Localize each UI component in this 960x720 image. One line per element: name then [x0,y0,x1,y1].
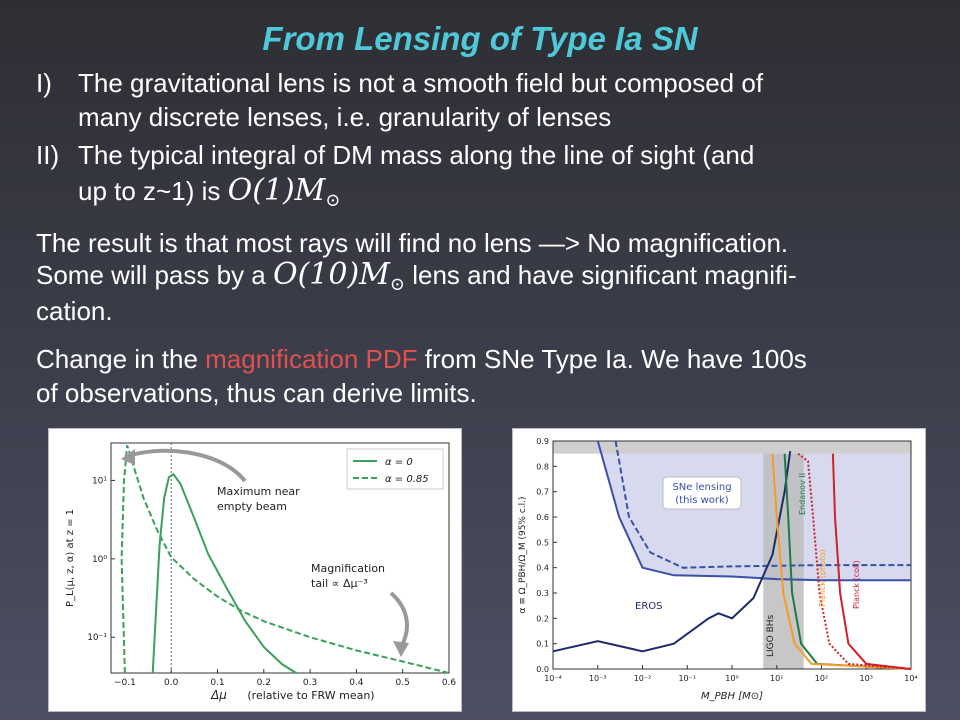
eros-label: EROS [635,601,663,612]
item2-line2: up to z~1) is O(1)M⊙ [78,174,341,218]
sne-label-box [662,476,742,510]
x-tick-label: 10⁰ [725,674,738,683]
item1-line1: The gravitational lens is not a smooth f… [78,68,764,98]
annotation-tail-line2: tail ∝ Δμ⁻³ [311,577,368,590]
annotation-arrow-empty-beam [124,448,247,483]
para1-line2-pre: Some will pass by a [36,260,266,290]
limit-curve-6 [797,452,912,670]
item1-line2: many discrete lenses, i.e. granularity o… [78,102,612,132]
y-tick-label: 0.9 [536,437,549,446]
para2-highlight: magnification PDF [205,344,418,374]
x-axis-label: M_PBH [M⊙] [701,691,763,702]
item2-line1: The typical integral of DM mass along th… [78,140,755,170]
x-tick-label: 0.5 [396,678,410,688]
para2-line1-post: from SNe Type Ia. We have 100s [424,344,807,374]
plot-frame [110,442,450,674]
sne-label: SNe lensing [672,482,731,493]
item2-line2-math: O(1)M⊙ [227,173,341,212]
x-tick-label: 0.3 [303,678,317,688]
sne-excluded-region [597,441,911,581]
top-excluded-band [553,441,911,454]
annotation-arrow-tail [389,591,409,648]
legend-label-alpha085: α = 0.85 [385,474,429,485]
para1-line3: cation. [36,296,113,326]
limit-curve-2 [552,450,792,653]
para2-line1-pre: Change in the [36,344,198,374]
planck-photo-label: Planck (photo) [818,549,827,607]
legend-box [346,448,444,490]
pbh-limits-chart-panel: 0.0 0.1 0.2 0.3 0.4 0.5 0.6 0.7 0.8 0.9 10⁻⁴ 10⁻³ 10… [512,428,926,712]
sne-sublabel: (this work) [675,495,729,506]
x-tick-label: 0.1 [210,678,224,688]
y-tick-label: 0.5 [536,538,549,547]
y-tick-label: 0.2 [536,614,549,623]
series-line-1 [120,445,450,674]
para1-line2-post: lens and have significant magnifi- [412,260,797,290]
slide-title: From Lensing of Type Ia SN [262,20,698,57]
x-tick-label: 10⁻³ [589,674,607,683]
item2-line2-text: up to z~1) is [78,176,221,206]
y-tick-label: 10⁰ [92,555,107,565]
y-tick-label: 0.6 [536,513,549,522]
x-tick-label: 10⁻² [634,674,652,683]
x-tick-label: 10⁻¹ [678,674,696,683]
annotation-empty-beam-line1: Maximum near [217,485,300,498]
y-tick-label: 0.3 [536,589,549,598]
x-axis-label: Δμ [210,688,227,702]
x-tick-label: 10⁻⁴ [544,674,562,683]
x-tick-label: −0.1 [114,678,136,688]
para1-line1: The result is that most rays will find n… [36,228,789,258]
item2-marker: II) [36,140,60,170]
x-tick-label: 0.4 [349,678,364,688]
magnification-pdf-chart: −0.1 0.0 0.1 0.2 0.3 0.4 0.5 0.6 10⁻¹ 10⁰ 10¹ Δμ (re… [65,442,457,702]
y-tick-label: 0.7 [536,488,549,497]
limit-curve-4 [771,453,912,670]
limit-curve-5 [831,453,912,670]
x-tick-label: 10⁴ [904,674,917,683]
y-axis-label: α ≡ Ω_PBH/Ω_M (95% c.l.) [518,496,528,613]
y-tick-label: 10⁻¹ [87,633,107,643]
x-tick-label: 10¹ [770,674,783,683]
x-tick-label: 10² [815,674,828,683]
x-tick-label: 0.2 [257,678,271,688]
y-tick-label: 10¹ [92,476,107,486]
y-tick-label: 0.0 [536,665,549,674]
annotation-arrowhead-empty-beam [121,449,135,465]
para1-line2: Some will pass by a O(10)M⊙ lens and hav… [36,258,797,302]
para2-line1: Change in the magnification PDF from SNe… [36,342,807,376]
limit-curve-0 [596,440,911,582]
x-tick-label: 0.6 [442,678,457,688]
limit-curve-1 [614,440,911,569]
x-tick-label: 0.0 [164,678,179,688]
para2-line2: of observations, thus can derive limits. [36,378,477,408]
planck-coll-label: Planck (coll) [852,560,861,609]
y-axis-label: P_L(μ, z, α) at z = 1 [65,509,76,607]
endanov-label: Endanov II [798,473,807,515]
y-tick-label: 0.1 [536,640,549,649]
pbh-limits-chart: 0.0 0.1 0.2 0.3 0.4 0.5 0.6 0.7 0.8 0.9 10⁻⁴ 10⁻³ 10… [518,437,918,702]
annotation-arrowhead-tail [393,641,409,657]
ligo-label: LIGO BHs [766,614,776,657]
annotation-empty-beam-line2: empty beam [217,500,287,513]
y-tick-label: 0.4 [536,564,549,573]
y-tick-label: 0.8 [536,462,549,471]
magnification-pdf-chart-panel: −0.1 0.0 0.1 0.2 0.3 0.4 0.5 0.6 10⁻¹ 10⁰ 10¹ Δμ (re… [48,428,462,712]
x-axis-label-note: (relative to FRW mean) [247,689,374,702]
para1-line2-math: O(10)M⊙ [273,257,405,296]
x-tick-label: 10³ [860,674,873,683]
item1-marker: I) [36,68,52,98]
annotation-tail-line1: Magnification [311,562,385,575]
legend-label-alpha0: α = 0 [385,457,413,468]
